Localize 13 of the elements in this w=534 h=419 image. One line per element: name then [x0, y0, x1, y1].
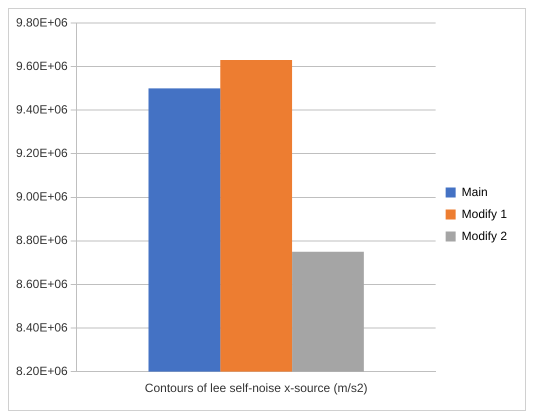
- x-tick-label: Contours of lee self-noise x-source (m/s2): [144, 381, 368, 396]
- legend-label: Main: [462, 184, 488, 199]
- legend-label: Modify 2: [462, 228, 508, 243]
- y-tick-label: 9.00E+06: [16, 190, 68, 204]
- y-tick-label: 8.20E+06: [16, 364, 68, 378]
- y-tick-label: 8.40E+06: [16, 320, 68, 334]
- y-tick-label: 8.60E+06: [16, 276, 68, 291]
- y-tick-label: 9.80E+06: [16, 15, 68, 30]
- legend-label: Modify 1: [462, 206, 508, 221]
- y-tick-label: 9.20E+06: [16, 146, 68, 160]
- y-tick-label: 9.60E+06: [16, 58, 68, 73]
- y-tick-label: 8.80E+06: [16, 233, 68, 248]
- y-tick-label: 9.40E+06: [16, 102, 68, 116]
